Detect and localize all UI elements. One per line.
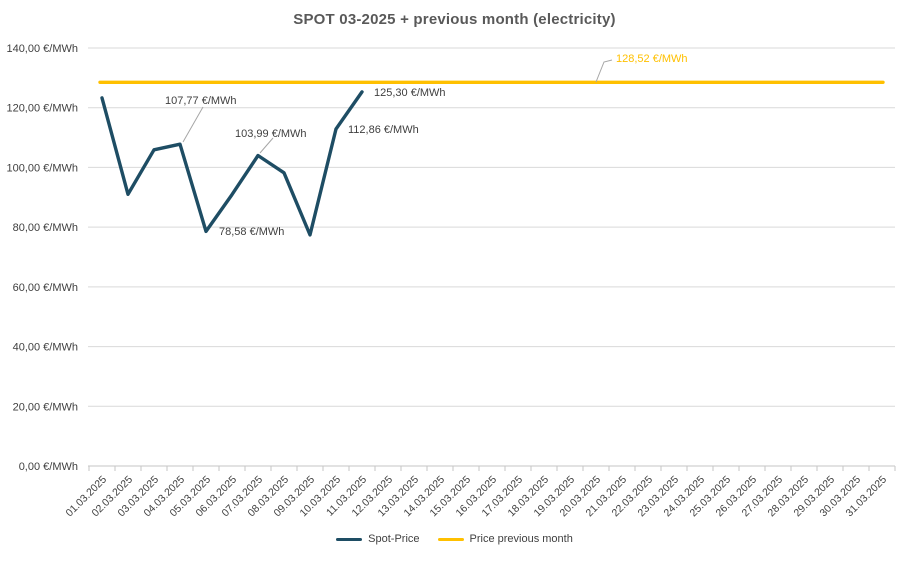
annotation-label: 112,86 €/MWh: [348, 124, 419, 136]
y-tick-label: 20,00 €/MWh: [13, 401, 78, 413]
annotation-label: 78,58 €/MWh: [219, 226, 284, 238]
y-tick-label: 140,00 €/MWh: [6, 43, 78, 55]
chart-title: SPOT 03-2025 + previous month (electrici…: [293, 11, 616, 28]
annotation-leader: [182, 106, 204, 143]
y-tick-label: 100,00 €/MWh: [6, 162, 78, 174]
annotation-label: 125,30 €/MWh: [374, 87, 446, 99]
legend-item-spot-price: Spot-Price: [336, 533, 420, 545]
spot-price-line-swatch: [336, 537, 363, 541]
annotation-leader: [595, 59, 613, 83]
annotation-label: 107,77 €/MWh: [165, 95, 237, 107]
y-tick-label: 40,00 €/MWh: [13, 342, 78, 354]
annotation-label: 103,99 €/MWh: [235, 128, 307, 140]
legend-label-spot-price: Spot-Price: [368, 533, 420, 545]
annotation-label: 128,52 €/MWh: [616, 53, 688, 65]
y-tick-label: 60,00 €/MWh: [13, 282, 78, 294]
legend-label-previous-month: Price previous month: [469, 533, 573, 545]
legend-item-previous-month: Price previous month: [437, 533, 573, 545]
previous-month-line-swatch: [437, 537, 464, 541]
annotation-leader: [259, 137, 274, 154]
legend: Spot-Price Price previous month: [0, 533, 909, 545]
y-tick-label: 80,00 €/MWh: [13, 222, 78, 234]
spot-price-line: [100, 90, 364, 237]
y-tick-label: 0,00 €/MWh: [19, 461, 78, 473]
y-tick-label: 120,00 €/MWh: [6, 103, 78, 115]
